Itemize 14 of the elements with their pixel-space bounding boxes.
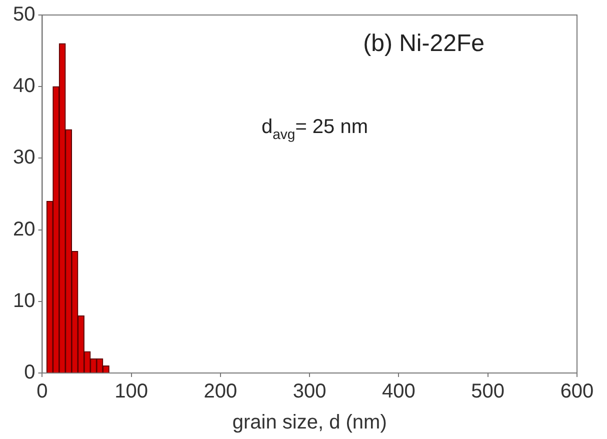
y-tick-label: 30: [12, 146, 36, 169]
x-axis-title: grain size, d (nm): [232, 412, 387, 434]
y-tick-label: 40: [12, 75, 36, 98]
x-tick-label: 300: [292, 380, 326, 403]
x-tick-label: 600: [560, 380, 594, 403]
x-tick-label: 400: [382, 380, 416, 403]
y-tick-label: 0: [24, 362, 36, 384]
annotation: (b) Ni-22Fe: [363, 30, 484, 57]
x-tick-label: 500: [471, 380, 505, 403]
x-tick-label: 200: [204, 380, 238, 403]
y-tick-label: 20: [12, 218, 36, 240]
x-tick-label: 100: [114, 380, 148, 403]
y-tick-label: 10: [12, 290, 36, 312]
y-tick-label: 50: [12, 4, 36, 26]
